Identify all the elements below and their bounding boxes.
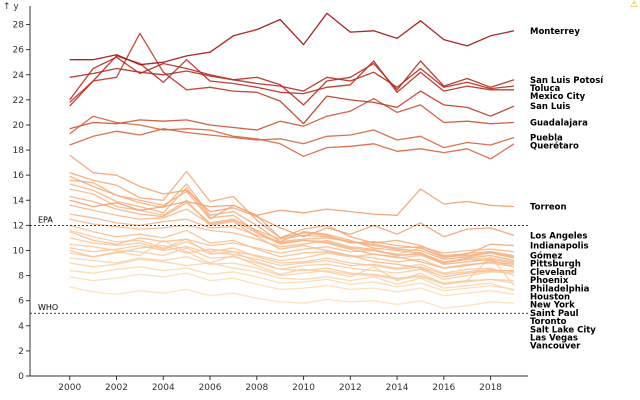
y-tick-label: 22: [13, 96, 24, 106]
series-label-philadelphia: Philadelphia: [530, 284, 590, 294]
y-axis-title: ↑ y: [3, 2, 19, 12]
y-tick-label: 16: [13, 171, 25, 181]
series-label-houston: Houston: [530, 293, 570, 303]
y-tick-label: 18: [13, 146, 25, 156]
series-label-puebla: Puebla: [530, 134, 563, 144]
series-line-san-luis-potos-: [69, 60, 515, 106]
series-label-cleveland: Cleveland: [530, 268, 577, 278]
reference-label-who: WHO: [38, 303, 58, 312]
series-label-las-vegas: Las Vegas: [530, 334, 578, 344]
reference-lines: EPA WHO: [30, 215, 528, 314]
series-line-new-york: [69, 188, 514, 278]
series-line-saint-paul: [69, 243, 515, 281]
warning-icon: ⚠: [629, 0, 638, 10]
series-label-indianapolis: Indianapolis: [530, 241, 589, 251]
series-line-quer-taro: [69, 115, 515, 160]
series-line-toronto: [69, 229, 515, 284]
y-tick-label: 14: [13, 196, 25, 206]
y-tick-label: 6: [18, 297, 24, 307]
series-line-philadelphia: [69, 183, 515, 269]
y-tick-label: 10: [13, 246, 25, 256]
series-label-los-angeles: Los Angeles: [530, 231, 588, 241]
y-tick-label: 8: [18, 272, 24, 282]
series-group: [69, 12, 515, 309]
x-tick-label: 2016: [432, 383, 455, 393]
series-line-torreon: [69, 188, 515, 216]
series-label-torreon: Torreon: [530, 203, 567, 213]
y-tick-label: 20: [13, 121, 25, 131]
series-line-mexico-city: [69, 55, 514, 107]
series-line-puebla: [69, 128, 515, 149]
series-line-unlabeled-23: [69, 213, 515, 254]
series-label-san-luis: San Luis: [530, 102, 570, 112]
x-tick-label: 2010: [292, 383, 315, 393]
x-ticks: 2000 2002 2004 2006 2008 2010 2012 2014 2016 2018: [58, 376, 502, 393]
series-label-pittsburgh: Pittsburgh: [530, 260, 581, 270]
y-tick-label: 2: [18, 347, 24, 357]
series-line-toluca: [69, 56, 515, 101]
x-tick-label: 2014: [386, 383, 409, 393]
x-tick-label: 2012: [339, 383, 362, 393]
x-tick-label: 2002: [105, 383, 128, 393]
series-label-quer-taro: Querétaro: [530, 141, 579, 152]
series-line-cleveland: [69, 179, 515, 264]
series-line-indianapolis: [69, 170, 515, 257]
series-label-toluca: Toluca: [530, 84, 561, 94]
axes: ↑ y: [3, 2, 528, 377]
y-tick-label: 0: [18, 372, 24, 382]
series-label-san-luis-potos-: San Luis Potosí: [530, 76, 604, 86]
series-line-san-luis: [69, 32, 515, 125]
y-tick-label: 26: [13, 46, 25, 56]
series-line-unlabeled-28: [69, 266, 515, 292]
series-line-unlabeled-30: [69, 272, 515, 297]
series-line-guadalajara: [69, 97, 515, 131]
x-tick-label: 2004: [152, 383, 175, 393]
series-label-saint-paul: Saint Paul: [530, 309, 579, 319]
y-tick-label: 4: [18, 322, 24, 332]
series-line-monterrey: [69, 12, 515, 66]
series-line-las-vegas: [69, 258, 515, 292]
series-label-vancouver: Vancouver: [530, 342, 581, 352]
x-tick-label: 2006: [199, 383, 222, 393]
series-label-salt-lake-city: Salt Lake City: [530, 325, 596, 335]
series-line-g-mez: [69, 231, 515, 259]
reference-label-epa: EPA: [38, 215, 53, 224]
x-tick-label: 2008: [245, 383, 268, 393]
y-tick-label: 28: [13, 21, 25, 31]
series-line-vancouver: [69, 286, 515, 309]
y-tick-label: 12: [13, 221, 24, 231]
series-line-unlabeled-27: [69, 244, 515, 277]
y-tick-label: 24: [13, 71, 25, 81]
series-label-phoenix: Phoenix: [530, 276, 569, 286]
series-line-pittsburgh: [69, 175, 515, 258]
x-tick-label: 2000: [58, 383, 81, 393]
series-label-mexico-city: Mexico City: [530, 92, 586, 102]
series-label-monterrey: Monterrey: [530, 27, 580, 37]
series-line-los-angeles: [69, 154, 515, 238]
series-line-unlabeled-24: [69, 237, 515, 275]
x-tick-label: 2018: [479, 383, 502, 393]
series-label-new-york: New York: [530, 301, 575, 311]
series-line-houston: [69, 218, 515, 268]
series-label-guadalajara: Guadalajara: [530, 118, 588, 128]
series-label-g-mez: Gómez: [530, 251, 562, 262]
series-label-toronto: Toronto: [530, 317, 567, 327]
